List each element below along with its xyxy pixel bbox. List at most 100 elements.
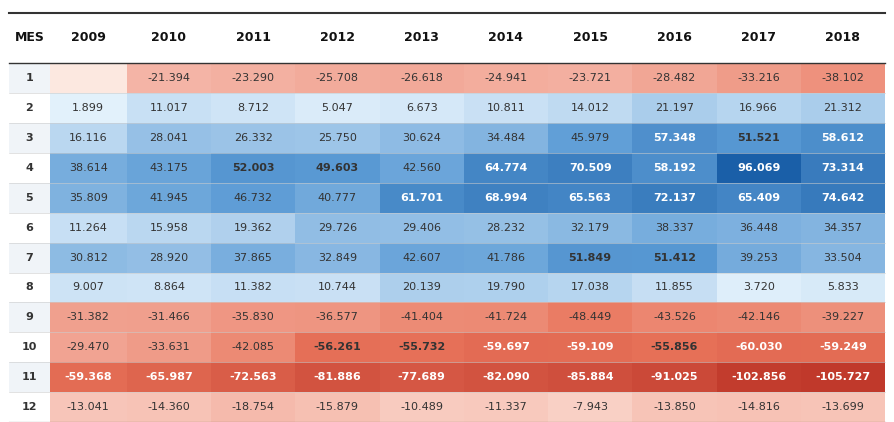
Text: 41.945: 41.945 [149, 193, 189, 203]
Text: -42.146: -42.146 [738, 312, 780, 322]
Text: -11.337: -11.337 [485, 402, 527, 412]
Text: -14.816: -14.816 [738, 402, 780, 412]
Text: 11.017: 11.017 [149, 103, 189, 113]
Text: 38.614: 38.614 [69, 163, 107, 173]
Text: 15.958: 15.958 [149, 223, 189, 233]
Text: 72.137: 72.137 [653, 193, 696, 203]
Text: -102.856: -102.856 [731, 372, 787, 382]
FancyBboxPatch shape [379, 183, 464, 213]
Text: -39.227: -39.227 [822, 312, 864, 322]
FancyBboxPatch shape [127, 213, 211, 243]
FancyBboxPatch shape [211, 183, 295, 213]
Text: -14.360: -14.360 [148, 402, 190, 412]
Text: 61.701: 61.701 [401, 193, 443, 203]
Text: 6: 6 [25, 223, 33, 233]
FancyBboxPatch shape [801, 183, 885, 213]
Text: -35.830: -35.830 [232, 312, 274, 322]
FancyBboxPatch shape [548, 153, 632, 183]
FancyBboxPatch shape [9, 183, 50, 213]
FancyBboxPatch shape [548, 93, 632, 123]
FancyBboxPatch shape [127, 63, 211, 93]
FancyBboxPatch shape [716, 243, 801, 273]
Text: 16.116: 16.116 [69, 133, 107, 143]
Text: -25.708: -25.708 [316, 73, 358, 83]
FancyBboxPatch shape [464, 362, 548, 392]
FancyBboxPatch shape [211, 362, 295, 392]
Text: -13.850: -13.850 [653, 402, 696, 412]
FancyBboxPatch shape [295, 273, 379, 303]
Text: 10.811: 10.811 [486, 103, 526, 113]
Text: -31.382: -31.382 [67, 312, 110, 322]
Text: -41.724: -41.724 [485, 312, 527, 322]
FancyBboxPatch shape [211, 123, 295, 153]
Text: -59.697: -59.697 [482, 342, 530, 352]
Text: 10.744: 10.744 [318, 282, 357, 292]
FancyBboxPatch shape [464, 123, 548, 153]
FancyBboxPatch shape [464, 243, 548, 273]
Text: 1: 1 [25, 73, 33, 83]
Text: -72.563: -72.563 [230, 372, 277, 382]
Text: -38.102: -38.102 [822, 73, 864, 83]
Text: 12: 12 [21, 402, 37, 412]
Text: -21.394: -21.394 [148, 73, 190, 83]
FancyBboxPatch shape [379, 153, 464, 183]
Text: 58.192: 58.192 [653, 163, 696, 173]
FancyBboxPatch shape [211, 392, 295, 422]
Text: 68.994: 68.994 [485, 193, 527, 203]
FancyBboxPatch shape [211, 303, 295, 333]
FancyBboxPatch shape [211, 273, 295, 303]
FancyBboxPatch shape [9, 333, 50, 362]
FancyBboxPatch shape [379, 273, 464, 303]
FancyBboxPatch shape [379, 303, 464, 333]
FancyBboxPatch shape [211, 63, 295, 93]
Text: 35.809: 35.809 [69, 193, 107, 203]
FancyBboxPatch shape [379, 362, 464, 392]
Text: -41.404: -41.404 [401, 312, 443, 322]
FancyBboxPatch shape [464, 333, 548, 362]
Text: 52.003: 52.003 [232, 163, 274, 173]
FancyBboxPatch shape [9, 362, 50, 392]
Text: 34.484: 34.484 [486, 133, 526, 143]
Text: 28.232: 28.232 [486, 223, 526, 233]
FancyBboxPatch shape [50, 362, 127, 392]
FancyBboxPatch shape [716, 213, 801, 243]
Text: 8.864: 8.864 [153, 282, 185, 292]
FancyBboxPatch shape [464, 273, 548, 303]
FancyBboxPatch shape [716, 123, 801, 153]
Text: 57.348: 57.348 [653, 133, 696, 143]
Text: 14.012: 14.012 [570, 103, 610, 113]
FancyBboxPatch shape [9, 213, 50, 243]
Text: 36.448: 36.448 [739, 223, 778, 233]
FancyBboxPatch shape [9, 153, 50, 183]
FancyBboxPatch shape [9, 123, 50, 153]
Text: -77.689: -77.689 [398, 372, 445, 382]
FancyBboxPatch shape [632, 63, 716, 93]
Text: 19.362: 19.362 [233, 223, 273, 233]
Text: 5.833: 5.833 [827, 282, 859, 292]
FancyBboxPatch shape [379, 123, 464, 153]
FancyBboxPatch shape [632, 362, 716, 392]
FancyBboxPatch shape [295, 63, 379, 93]
FancyBboxPatch shape [295, 153, 379, 183]
Text: 42.560: 42.560 [402, 163, 441, 173]
FancyBboxPatch shape [716, 362, 801, 392]
Text: 6.673: 6.673 [406, 103, 437, 113]
Text: 2009: 2009 [71, 32, 105, 44]
FancyBboxPatch shape [9, 93, 50, 123]
Text: -59.368: -59.368 [64, 372, 112, 382]
Text: 74.642: 74.642 [822, 193, 864, 203]
Text: -15.879: -15.879 [316, 402, 358, 412]
FancyBboxPatch shape [127, 183, 211, 213]
FancyBboxPatch shape [632, 213, 716, 243]
Text: 8: 8 [25, 282, 33, 292]
Text: 96.069: 96.069 [737, 163, 780, 173]
FancyBboxPatch shape [632, 243, 716, 273]
FancyBboxPatch shape [801, 213, 885, 243]
Text: 2018: 2018 [825, 32, 860, 44]
FancyBboxPatch shape [801, 243, 885, 273]
FancyBboxPatch shape [548, 63, 632, 93]
Text: -55.732: -55.732 [398, 342, 445, 352]
FancyBboxPatch shape [50, 273, 127, 303]
Text: -23.721: -23.721 [569, 73, 611, 83]
FancyBboxPatch shape [127, 93, 211, 123]
